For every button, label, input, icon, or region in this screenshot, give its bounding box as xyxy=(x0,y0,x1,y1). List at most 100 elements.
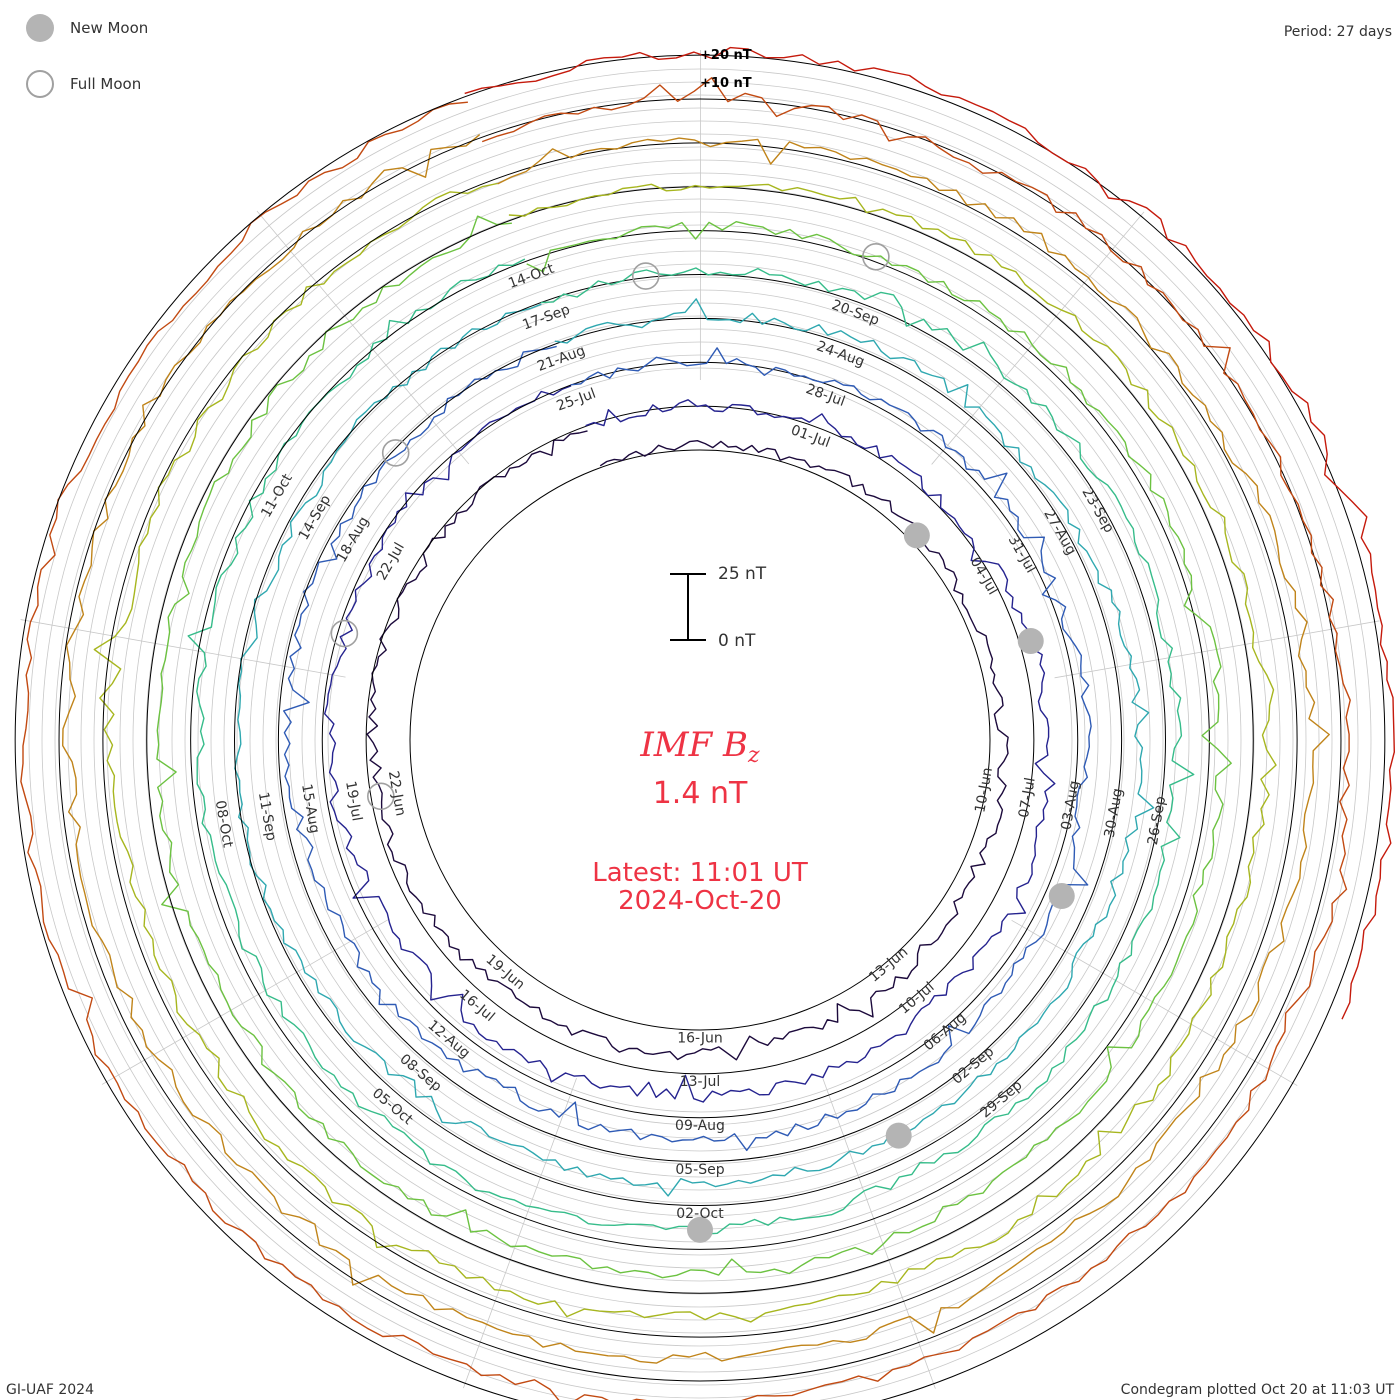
grid-ring xyxy=(106,146,1294,1334)
date-label: 17-Sep xyxy=(520,302,572,334)
grid-ring xyxy=(93,133,1307,1347)
date-label: 13-Jun xyxy=(866,944,911,986)
grid-ring xyxy=(119,159,1281,1321)
date-label: 05-Oct xyxy=(369,1085,416,1128)
grid-spoke xyxy=(822,1078,936,1389)
grid-spoke xyxy=(463,1078,577,1389)
scale-bottom-label: 0 nT xyxy=(718,631,756,651)
grid-ring xyxy=(132,172,1268,1308)
new-moon-marker xyxy=(903,522,930,549)
zero-ring xyxy=(409,449,991,1031)
grid-ring xyxy=(54,94,1346,1386)
zero-ring xyxy=(58,98,1342,1382)
grid-ring xyxy=(67,107,1333,1373)
data-traces xyxy=(14,46,1396,1400)
date-label: 02-Oct xyxy=(676,1206,724,1222)
series-trace xyxy=(156,215,1232,1279)
ring-label-plus10: +10 nT xyxy=(700,76,752,91)
grid-ring xyxy=(28,68,1372,1400)
date-label: 31-Jul xyxy=(1005,533,1039,576)
date-label: 12-Aug xyxy=(424,1017,473,1061)
series-trace xyxy=(93,182,1277,1323)
legend-new-moon: New Moon xyxy=(26,14,148,42)
full-moon-marker xyxy=(862,242,890,271)
full-moon-marker xyxy=(367,782,395,811)
date-label: 01-Jul xyxy=(789,422,833,451)
series-trace xyxy=(283,345,1092,1152)
new-moon-marker xyxy=(687,1216,713,1243)
series-trace xyxy=(324,385,1056,1103)
footer-credit: GI-UAF 2024 xyxy=(6,1382,94,1398)
date-label: 23-Sep xyxy=(1078,485,1117,536)
current-value: 1.4 nT xyxy=(652,776,748,811)
zero-ring xyxy=(234,274,1166,1206)
new-moon-marker xyxy=(1017,627,1044,654)
grid-ring xyxy=(158,198,1242,1282)
series-trace xyxy=(187,258,1195,1235)
new-moon-label: New Moon xyxy=(70,19,149,37)
new-moon-icon xyxy=(26,14,54,42)
date-label: 05-Sep xyxy=(675,1162,724,1178)
series-trace xyxy=(366,430,1009,1061)
full-moon-label: Full Moon xyxy=(70,75,142,93)
legend-full-moon: Full Moon xyxy=(26,70,141,98)
new-moon-marker xyxy=(1048,883,1075,910)
zero-ring xyxy=(321,361,1079,1119)
date-label: 27-Aug xyxy=(1040,507,1079,558)
grid-rings xyxy=(28,68,1372,1400)
period-label: Period: 27 days xyxy=(1283,24,1392,40)
date-label: 09-Aug xyxy=(675,1118,725,1134)
date-label: 28-Jul xyxy=(804,381,848,410)
scale-bar xyxy=(670,573,706,641)
date-label: 06-Aug xyxy=(921,1010,970,1054)
grid-spoke xyxy=(101,919,389,1085)
date-label: 16-Jun xyxy=(677,1030,723,1046)
date-label: 10-Jun xyxy=(972,766,996,814)
date-label: 22-Jun xyxy=(385,770,409,818)
series-trace xyxy=(234,298,1155,1197)
series-trace xyxy=(464,46,1396,1020)
date-label: 04-Jul xyxy=(967,555,1001,598)
zero-ring xyxy=(14,54,1386,1400)
new-moon-marker xyxy=(885,1122,912,1149)
scale-top-label: 25 nT xyxy=(718,564,767,584)
date-label: 24-Aug xyxy=(814,338,866,370)
date-label: 13-Jul xyxy=(680,1074,721,1090)
moon-markers xyxy=(330,242,1075,1243)
grid-ring xyxy=(223,263,1177,1217)
zero-ring xyxy=(190,230,1210,1250)
grid-ring xyxy=(249,289,1151,1191)
latest-time: Latest: 11:01 UT xyxy=(592,858,808,888)
series-trace xyxy=(20,77,1351,1400)
grid-ring xyxy=(236,276,1164,1204)
zero-ring xyxy=(277,317,1123,1163)
date-label: 22-Jul xyxy=(374,540,408,583)
full-moon-marker xyxy=(330,619,359,648)
date-label: 07-Jul xyxy=(1016,776,1039,819)
grid-ring xyxy=(80,120,1320,1360)
grid-ring xyxy=(184,224,1216,1256)
grid-spoke xyxy=(1011,919,1298,1086)
grid-ring xyxy=(41,81,1359,1399)
grid-spoke xyxy=(256,210,470,465)
full-moon-marker xyxy=(631,262,660,290)
quantity-subscript: z xyxy=(748,743,760,768)
footer-timestamp: Condegram plotted Oct 20 at 11:03 UT xyxy=(1120,1382,1394,1398)
full-moon-marker xyxy=(381,439,410,467)
ring-label-plus20: +20 nT xyxy=(700,48,752,63)
date-label: 20-Sep xyxy=(830,297,882,329)
grid-spoke xyxy=(931,211,1145,465)
grid-spokes xyxy=(20,49,1380,1389)
date-label: 19-Jul xyxy=(342,780,365,823)
quantity-title: IMF Bz xyxy=(0,725,1400,768)
latest-date: 2024-Oct-20 xyxy=(618,886,782,916)
date-label: 29-Sep xyxy=(977,1077,1025,1121)
quantity-name: IMF B xyxy=(640,725,749,765)
grid-ring xyxy=(171,211,1229,1269)
full-moon-icon xyxy=(26,70,54,98)
date-label: 11-Oct xyxy=(258,471,296,521)
series-trace xyxy=(62,134,1330,1364)
date-label: 21-Aug xyxy=(535,343,587,375)
date-label: 10-Jul xyxy=(896,979,937,1017)
